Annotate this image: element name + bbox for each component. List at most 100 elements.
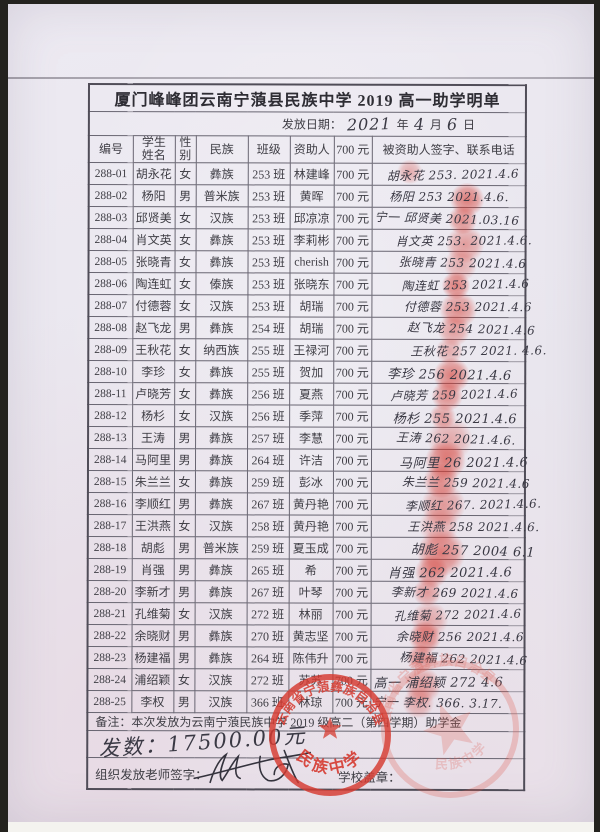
issue-date-day-handwriting: 6 (446, 114, 459, 135)
cell-signature: 王秋花 257 2021. 4.6. (371, 338, 546, 365)
cell-gender: 男 (173, 449, 196, 472)
cell-gender: 女 (174, 163, 196, 186)
cell-signature: 肖强 262 2021.4.6 (370, 556, 525, 589)
table-row: 288-01 胡永花女彝族 253 班林建峰 700 元胡永花 253. 2021.4… (88, 160, 526, 187)
table-row: 288-24 浦绍颖女汉族 272 班苏苏 700 元高一 浦绍颖 272 4.6 (87, 668, 525, 704)
cell-student-name: 肖文英 (132, 228, 175, 252)
cell-student-name: 胡永花 (132, 162, 175, 186)
cell-signature: 宁一 邱贤美 2021.03.16 (371, 206, 526, 235)
cell-ethnicity: 汉族 (195, 295, 248, 318)
cell-sponsor: 邱凉凉 (289, 207, 334, 230)
cell-gender: 女 (174, 295, 196, 318)
cell-class: 264 班 (246, 647, 289, 670)
underlying-page-edge (8, 77, 594, 79)
cell-class: 253 班 (247, 295, 290, 318)
cell-gender: 男 (174, 185, 196, 208)
cell-student-name: 李顺红 (131, 492, 174, 516)
cell-id: 288-12 (88, 404, 133, 427)
cell-sponsor: 林丽 (288, 603, 333, 626)
cell-id: 288-04 (88, 228, 133, 251)
cell-signature: 杨建福 262 2021.4.6 (370, 645, 527, 672)
issue-date-month-handwriting: 4 (413, 114, 426, 135)
cell-amount: 700 元 (333, 185, 372, 208)
cell-sponsor: 夏玉成 (288, 537, 333, 560)
table-row: 288-23 杨建福男彝族 264 班陈伟升 700 元杨建福 262 2021.4.… (87, 645, 527, 672)
cell-ethnicity: 彝族 (195, 229, 248, 252)
school-seal-label: 学校盖章： (338, 771, 401, 786)
cell-class: 270 班 (246, 625, 289, 648)
cell-sponsor: 黄丹艳 (288, 515, 333, 538)
cell-signature: 高一 浦绍颖 272 4.6 (370, 668, 525, 704)
cell-signature: 胡彪 257 2004 6.1 (370, 530, 535, 577)
cell-gender: 男 (174, 317, 196, 340)
table-row: 288-10 李珍女彝族 255 班贺加 700 元李珍 256 2021.4.6 (88, 358, 526, 394)
cell-amount: 700 元 (332, 647, 371, 670)
table-row: 288-22 余晓财男彝族 270 班黄志坚 700 元 余晓财 256 2021.4.… (87, 622, 525, 654)
cell-sponsor: 许洁 (288, 449, 334, 472)
recipient-signature-handwriting: 杨杉 255 2021.4.6 (392, 412, 518, 428)
table-row: 288-04 肖文英女彝族 253 班李莉彬 700 元 肖文英 253. 2021.4… (88, 226, 532, 264)
cell-class: 259 班 (246, 537, 289, 560)
recipient-signature-handwriting: 王秋花 257 2021. 4.6. (409, 343, 547, 360)
cell-signature: 王涛 262 2021.4.6. (371, 418, 526, 462)
cell-sponsor: cherish (289, 251, 334, 274)
cell-student-name: 浦绍颖 (131, 668, 174, 692)
cell-class: 267 班 (246, 581, 289, 604)
cell-amount: 700 元 (332, 625, 371, 648)
recipient-signature-handwriting: 赵飞龙 254 2021.4.6 (406, 320, 535, 339)
col-header-ethnicity: 民族 (195, 135, 248, 164)
cell-gender: 女 (173, 471, 195, 494)
recipient-signature-handwriting: 杨阳 253 2021.4.6. (389, 190, 510, 205)
cell-gender: 男 (173, 559, 195, 582)
cell-class: 253 班 (247, 185, 290, 208)
header-row: 编号 学生 姓名 性 别 民族 班级 资助人 700 元 被资助人签字、联系电话 (88, 135, 526, 165)
cell-ethnicity: 傣族 (195, 273, 248, 296)
cell-ethnicity: 彝族 (194, 449, 248, 472)
col-header-id: 编号 (88, 135, 133, 163)
cell-ethnicity: 彝族 (194, 471, 247, 494)
year-unit: 年 (396, 117, 409, 132)
table-row: 288-13 王涛男彝族 257 班李慧 700 元 王涛 262 2021.4.6. (88, 418, 526, 462)
cell-signature: 宁一 李权. 366. 3.17. (370, 688, 525, 719)
cell-class: 256 班 (247, 405, 290, 428)
cell-sponsor: 陈伟升 (288, 647, 333, 670)
cell-id: 288-02 (88, 184, 133, 207)
cell-amount: 700 元 (333, 339, 372, 362)
cell-class: 253 班 (247, 163, 290, 186)
cell-signature: 杨阳 253 2021.4.6. (371, 183, 526, 217)
cell-amount: 700 元 (333, 207, 372, 230)
recipient-signature-handwriting: 王洪燕 258 2021.4.6. (407, 520, 540, 535)
cell-student-name: 赵飞龙 (132, 316, 175, 340)
cell-sponsor: 苏苏 (288, 669, 333, 692)
cell-student-name: 杨建福 (131, 646, 174, 670)
day-unit: 日 (463, 117, 476, 133)
cell-gender: 女 (174, 229, 196, 252)
table-row: 288-06 陶连虹女傣族 253 班张晓东 700 元 陶连虹 253 2021.4.… (88, 272, 529, 300)
cell-id: 288-05 (88, 250, 133, 273)
cell-amount: 700 元 (332, 559, 371, 582)
cell-gender: 女 (173, 515, 195, 538)
title-row: 厦门峰峰团云南宁蒗县民族中学 2019 高一助学明单 (88, 84, 527, 113)
cell-id: 288-15 (87, 470, 132, 493)
recipient-signature-handwriting: 宁一 李权. 366. 3.17. (372, 695, 502, 712)
teacher-signature-scribble (193, 750, 312, 784)
cell-class: 253 班 (247, 273, 290, 296)
cell-ethnicity: 汉族 (195, 207, 248, 230)
cell-student-name: 王秋花 (132, 338, 175, 362)
recipient-signature-handwriting: 李新才 269 2021.4.6 (390, 585, 519, 602)
cell-gender: 男 (173, 691, 195, 714)
table-row: 288-03 邱贤美女汉族 253 班邱凉凉 700 元宁一 邱贤美 2021.03.… (88, 206, 526, 235)
cell-id: 288-24 (87, 668, 132, 691)
cell-class: 254 班 (247, 317, 290, 340)
cell-signature: 付德蓉 253 2021.4.6 (371, 292, 532, 329)
cell-gender: 男 (173, 537, 195, 560)
cell-amount: 700 元 (333, 295, 372, 318)
recipient-signature-handwriting: 卢晓芳 259 2021.4.6 (389, 386, 518, 404)
cell-student-name: 卢晓芳 (132, 382, 175, 406)
cell-ethnicity: 彝族 (194, 559, 247, 582)
cell-ethnicity: 汉族 (194, 669, 247, 692)
cell-student-name: 王洪燕 (131, 514, 174, 538)
col-header-class: 班级 (247, 135, 290, 164)
cell-class: 258 班 (246, 515, 289, 538)
cell-class: 259 班 (246, 471, 289, 494)
